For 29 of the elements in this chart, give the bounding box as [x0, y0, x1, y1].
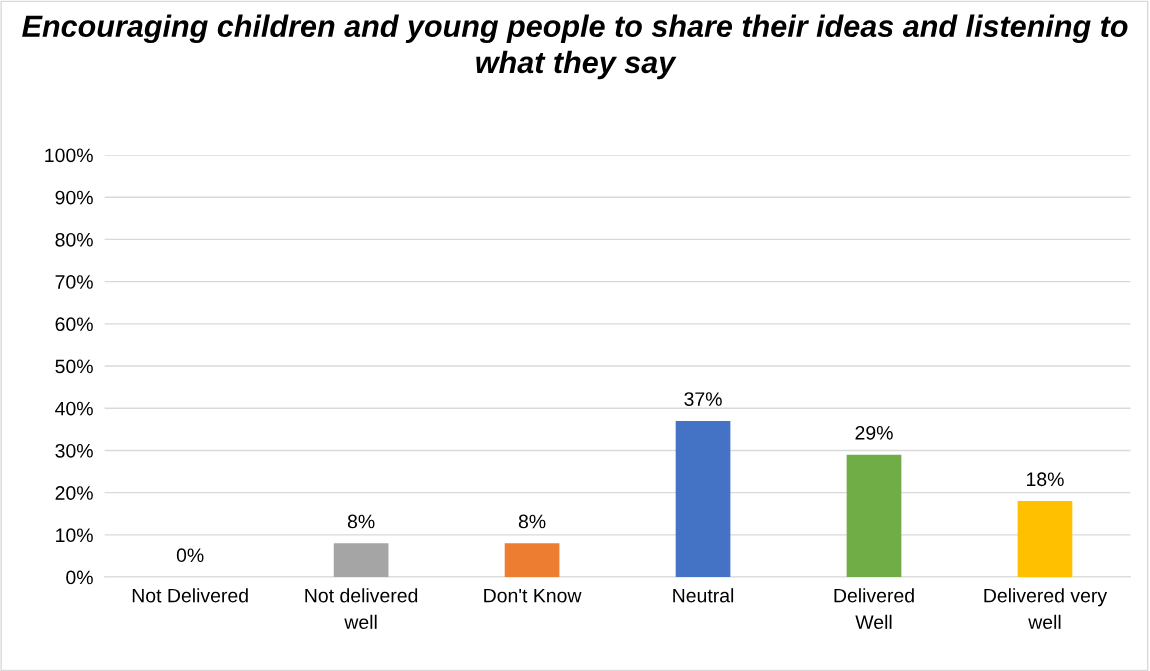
data-label: 29% [855, 425, 893, 440]
bar [1017, 501, 1073, 578]
data-label: 8% [347, 514, 375, 529]
data-label: 18% [1026, 472, 1064, 487]
chart-title: Encouraging children and young people to share their ideas and listening to what they say [22, 14, 1128, 80]
x-tick-label: Not delivered well [305, 588, 418, 630]
y-tick-label: 70% [55, 275, 93, 289]
y-tick-label: 0% [66, 570, 93, 585]
x-tick-label: Don't Know [484, 588, 582, 603]
x-tick-label: Delivered Well [834, 588, 914, 630]
y-tick-label: 30% [55, 443, 93, 458]
y-tick-label: 50% [55, 359, 93, 374]
y-tick-label: 100% [45, 148, 93, 163]
data-label: 0% [176, 548, 204, 563]
y-tick-label: 90% [55, 190, 93, 205]
bar [504, 543, 560, 578]
x-tick-label: Neutral [673, 588, 734, 603]
y-tick-label: 20% [55, 486, 93, 500]
y-tick-label: 60% [55, 317, 93, 332]
data-label: 8% [518, 514, 546, 529]
y-tick-label: 80% [55, 232, 93, 247]
x-tick-label: Delivered very well [984, 588, 1108, 630]
y-tick-label: 10% [56, 528, 93, 543]
data-label: 37% [684, 392, 722, 406]
x-tick-label: Not Delivered [132, 588, 248, 603]
bar [333, 543, 389, 578]
y-tick-label: 40% [55, 401, 93, 416]
bar [675, 420, 731, 578]
bar [846, 454, 902, 578]
